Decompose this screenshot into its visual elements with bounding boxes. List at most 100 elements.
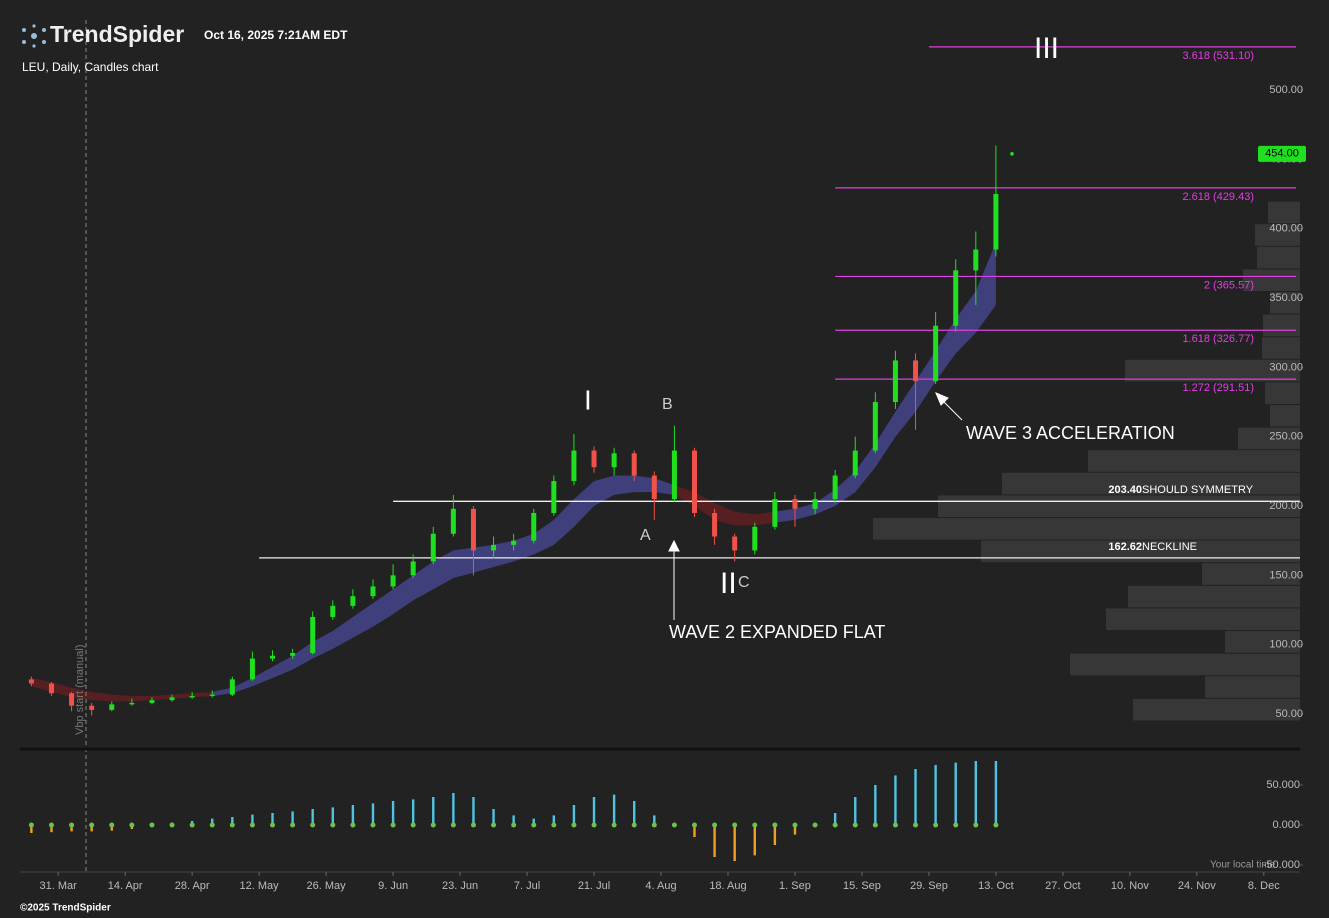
indicator-dot [551,822,557,828]
volume-profile-bar [1133,698,1300,721]
y-tick-label: 350.00 [1269,292,1303,304]
volume-profile-bar [1243,269,1300,292]
candle-body [712,512,718,537]
indicator-dot [28,822,34,828]
x-tick-label: 14. Apr [108,880,143,892]
candle-body [69,693,75,706]
indicator-bar [311,809,314,825]
indicator-dot [591,822,597,828]
indicator-bar [351,805,355,825]
candle-body [892,360,898,403]
y-tick-label: 50.000 [1266,779,1300,791]
candle-body [872,402,878,451]
last-price-label: 454.00 [1265,148,1299,160]
volume-profile-bar [1270,292,1300,314]
indicator-dot [611,822,617,828]
y-tick-label: 0.000 [1272,819,1300,831]
candle-body [209,694,215,696]
x-tick-label: 8. Dec [1248,880,1280,892]
volume-profile-bar [1128,585,1300,608]
candle-body [812,499,818,509]
indicator-bar [512,815,515,825]
y-tick-label: -50.000 [1263,859,1300,871]
candle-body [691,450,697,513]
y-tick-label: 250.00 [1269,431,1303,443]
indicator-bar [30,825,33,833]
indicator-dot [430,822,436,828]
candle-body [772,499,778,527]
indicator-bar [592,797,596,825]
candle-body [852,450,858,476]
indicator-dot [169,822,175,828]
indicator-bar [492,809,495,825]
indicator-bar [994,761,998,825]
candle-body [109,704,115,710]
fib-label: 1.272 (291.51) [1182,382,1254,394]
indicator-bar [211,818,214,825]
indicator-dot [852,822,858,828]
indicator-dot [48,822,54,828]
candle-body [270,655,276,659]
wave-label: II [720,567,737,600]
indicator-bar [391,801,395,825]
volume-profile-bar [1268,201,1300,224]
indicator-dot [330,822,336,828]
y-tick-label: 200.00 [1269,500,1303,512]
candle-body [531,512,537,541]
indicator-dot [832,822,838,828]
x-tick-label: 15. Sep [843,880,881,892]
x-tick-label: 4. Aug [645,880,676,892]
wave-label: III [1034,32,1059,65]
y-tick-label: 150.00 [1269,569,1303,581]
indicator-bar [452,793,455,825]
indicator-bar [833,813,837,825]
candle-body [370,586,376,597]
volume-profile-bar [1263,314,1300,337]
candle-body [551,481,557,513]
candle-body [89,705,95,710]
x-tick-label: 23. Jun [442,880,478,892]
volume-profile-bar [1225,631,1300,653]
candle-body [410,561,416,576]
annotation: WAVE 2 EXPANDED FLAT [669,622,885,642]
candle-body [511,540,517,545]
y-tick-label: 50.00 [1275,708,1303,720]
x-tick-label: 7. Jul [514,880,540,892]
arrows [668,392,963,620]
candle-body [249,658,255,680]
indicator-dot [470,822,476,828]
fib-label: 2 (365.57) [1204,279,1254,291]
indicator-dot [571,822,577,828]
indicator-dot [691,822,697,828]
indicator-bar [612,794,616,825]
last-price-dot [1010,152,1014,156]
indicator-bar [231,817,234,825]
indicator-bar [854,797,857,825]
x-tick-label: 12. May [240,880,280,892]
indicator-dot [872,822,878,828]
candle-body [169,697,175,701]
volume-profile-bar [1088,450,1300,472]
indicator-dot [511,822,517,828]
candle-body [671,450,677,500]
indicator-dot [993,822,999,828]
candle-body [651,475,657,500]
wave-label: C [738,574,750,591]
indicator-bar [934,765,937,825]
indicator-dot [209,822,215,828]
x-tick-label: 18. Aug [709,880,746,892]
x-tick-label: 9. Jun [378,880,408,892]
logo [22,24,46,48]
candle-body [993,194,999,250]
indicator-dot [149,822,155,828]
indicator-bar [331,807,334,825]
indicator-bar [411,799,415,825]
indicator-dot [792,822,798,828]
indicator-bar [90,825,93,832]
indicator-bar [753,825,756,856]
x-tick-label: 26. May [307,880,347,892]
indicator-bar [251,814,254,825]
indicator-bar [291,811,294,825]
annotation: WAVE 3 ACCELERATION [966,423,1175,443]
candle-body [450,508,456,534]
